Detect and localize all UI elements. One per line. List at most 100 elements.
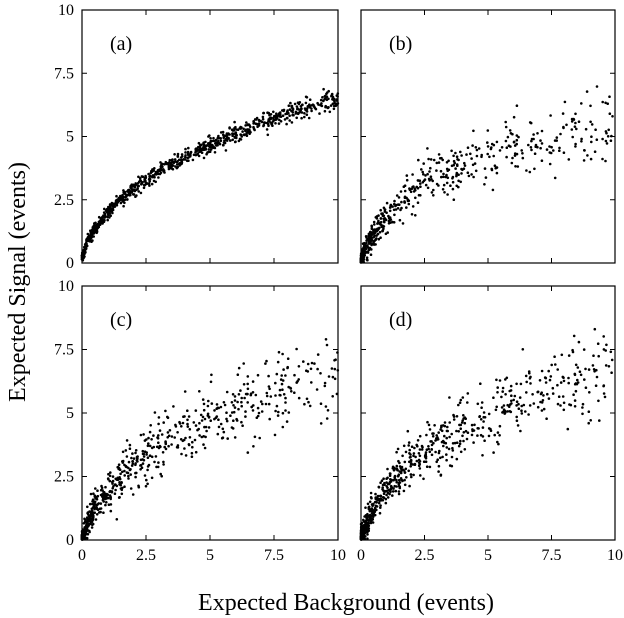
data-point	[251, 409, 255, 412]
data-point	[205, 152, 208, 156]
data-point	[515, 142, 518, 146]
data-point	[246, 401, 249, 404]
data-point	[461, 396, 465, 399]
data-point	[388, 474, 392, 478]
data-point	[580, 102, 583, 105]
data-point	[510, 402, 513, 405]
data-point	[147, 172, 150, 176]
data-point	[114, 477, 117, 481]
data-point	[109, 509, 113, 513]
data-point	[372, 220, 376, 224]
data-point	[382, 496, 386, 500]
data-point	[215, 403, 219, 406]
data-point	[486, 129, 490, 132]
data-point	[129, 468, 132, 471]
data-point	[545, 417, 548, 421]
data-point	[409, 190, 413, 194]
data-point	[327, 89, 331, 93]
data-point	[393, 474, 397, 478]
data-point	[140, 466, 144, 470]
data-point	[465, 153, 468, 156]
data-point	[287, 411, 291, 414]
data-point	[267, 402, 271, 406]
data-point	[142, 186, 146, 190]
data-point	[438, 157, 442, 160]
data-point	[480, 401, 484, 404]
data-point	[122, 204, 125, 208]
data-point	[406, 429, 410, 433]
x-axis-title: Expected Background (events)	[198, 590, 494, 616]
data-point	[281, 352, 284, 356]
data-point	[395, 194, 399, 197]
data-point	[557, 395, 561, 399]
data-point	[233, 436, 237, 439]
data-point	[134, 451, 137, 455]
data-point	[246, 382, 249, 386]
data-point	[509, 132, 513, 135]
data-point	[502, 410, 505, 414]
data-point	[393, 213, 396, 217]
data-point	[116, 465, 119, 469]
data-point	[462, 414, 465, 417]
data-point	[403, 201, 407, 204]
data-point	[540, 142, 544, 145]
data-point	[494, 166, 498, 170]
data-point	[365, 522, 369, 526]
data-point	[506, 135, 510, 139]
data-point	[443, 191, 446, 194]
data-point	[110, 490, 114, 494]
data-point	[362, 532, 366, 535]
data-point	[102, 511, 105, 514]
data-point	[186, 418, 189, 422]
data-point	[559, 404, 562, 407]
data-point	[232, 410, 236, 414]
data-point	[498, 424, 502, 428]
data-point	[235, 134, 238, 137]
data-point	[515, 419, 519, 423]
data-point	[161, 451, 165, 454]
data-point	[166, 431, 170, 434]
data-point	[423, 178, 427, 181]
data-point	[246, 387, 250, 391]
data-point	[450, 149, 453, 153]
data-point	[555, 139, 558, 142]
data-point	[336, 369, 340, 372]
data-point	[217, 425, 221, 429]
data-point	[395, 464, 399, 468]
data-point	[240, 396, 243, 400]
data-point	[451, 449, 455, 452]
data-point	[160, 474, 163, 478]
data-point	[276, 114, 280, 117]
data-point	[318, 112, 321, 115]
data-point	[366, 516, 369, 519]
data-point	[426, 147, 429, 150]
data-point	[90, 517, 93, 520]
data-point	[265, 394, 269, 398]
data-point	[115, 484, 119, 488]
data-point	[384, 497, 388, 501]
data-point	[382, 225, 385, 228]
data-point	[469, 152, 472, 156]
data-point	[164, 447, 168, 451]
data-point	[513, 394, 517, 398]
data-point	[209, 137, 212, 140]
data-point	[92, 224, 96, 228]
panel-a: 0 2.5 5 7.5 10 (a)	[54, 2, 340, 272]
data-point	[104, 497, 107, 501]
data-point	[400, 200, 403, 204]
data-point	[445, 453, 448, 456]
data-point	[367, 527, 371, 530]
data-point	[225, 390, 229, 394]
data-point	[540, 159, 544, 162]
data-point	[92, 232, 95, 235]
data-point	[88, 510, 91, 513]
data-point	[517, 135, 520, 139]
data-point	[176, 446, 180, 449]
data-point	[282, 108, 286, 112]
data-point	[490, 146, 493, 149]
data-point	[529, 146, 533, 149]
data-point	[325, 92, 328, 96]
data-point	[452, 415, 456, 418]
data-point	[284, 409, 287, 412]
data-point	[134, 449, 138, 452]
